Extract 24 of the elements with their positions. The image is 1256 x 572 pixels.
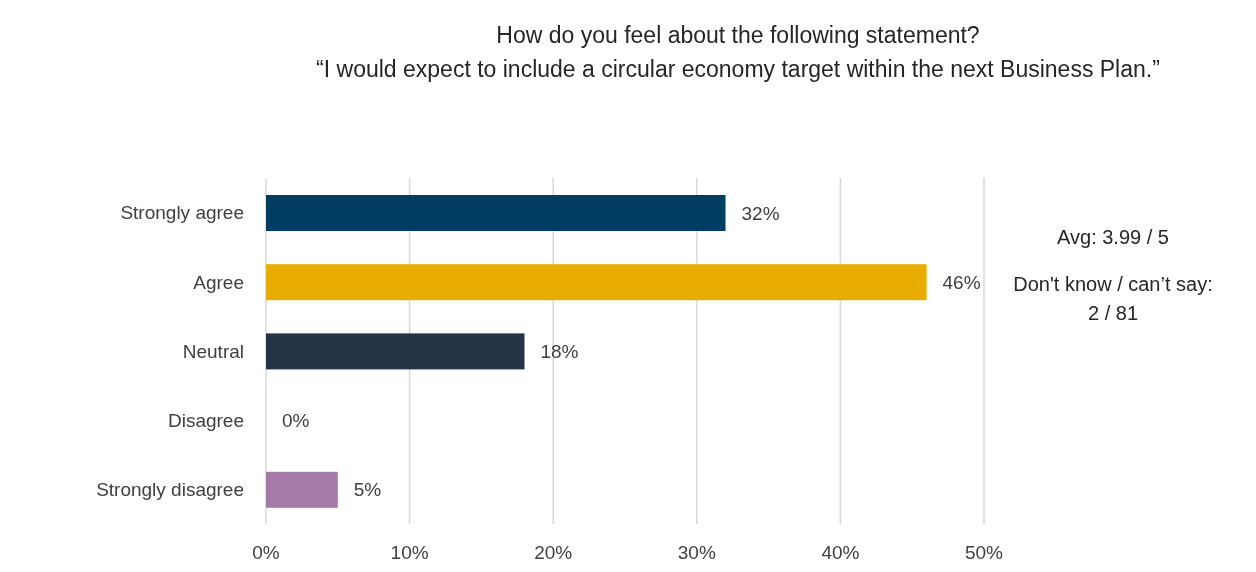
y-tick-label: Agree	[193, 271, 244, 293]
bar	[266, 333, 525, 370]
data-label: 5%	[353, 479, 382, 501]
y-tick-label: Disagree	[167, 409, 244, 431]
bar	[266, 264, 927, 301]
bar	[266, 195, 726, 231]
x-tick-label: 40%	[821, 542, 860, 564]
chart-subtitle: “I would expect to include a circular economy target within the next Business Plan.”	[315, 55, 1161, 84]
x-tick-label: 0%	[252, 542, 280, 564]
data-label: 46%	[942, 271, 981, 293]
y-tick-label: Strongly agree	[120, 202, 244, 224]
bar	[266, 471, 338, 508]
text: Avg: 3.99 / 5	[1056, 225, 1170, 250]
y-tick-label: Neutral	[182, 340, 244, 362]
y-tick-label: Strongly disagree	[96, 479, 244, 501]
x-tick-label: 50%	[964, 542, 1004, 564]
data-label: 0%	[282, 410, 310, 432]
text: Don't know / can’t say: 2 / 81	[1012, 272, 1214, 326]
x-tick-label: 10%	[390, 542, 429, 564]
chart-title: How do you feel about the following statement?	[495, 21, 981, 50]
data-label: 32%	[741, 202, 780, 224]
x-tick-label: 30%	[677, 542, 716, 564]
data-label: 18%	[540, 341, 579, 363]
x-tick-label: 20%	[534, 542, 573, 564]
